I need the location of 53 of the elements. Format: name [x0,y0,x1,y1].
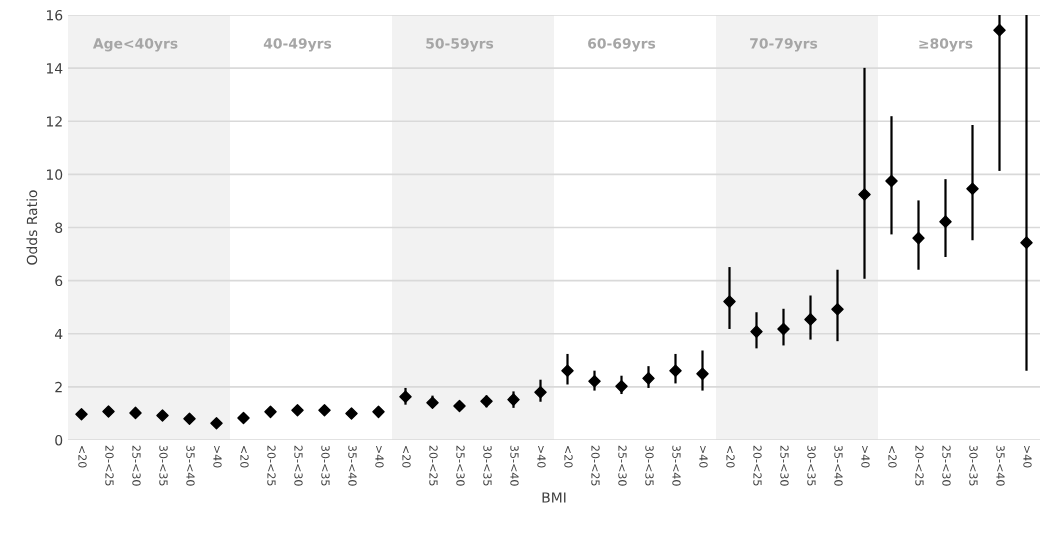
annotation: 70-79yrs [750,38,818,52]
x-tick-label: >40 [699,446,708,468]
x-tick-label: 25-<30 [132,445,141,486]
x-tick-label: <20 [78,446,87,468]
x-tick-label: <20 [402,446,411,468]
x-tick-label: 30-<35 [807,445,816,486]
annotation: ≥80yrs [919,38,973,52]
x-tick-label: 35-<40 [348,445,357,486]
x-tick-label: >40 [213,446,222,468]
x-tick-label: <20 [240,446,249,468]
x-tick-label: 25-<30 [780,445,789,486]
x-tick-label: 20-<25 [753,445,762,486]
y-axis-title: Odds Ratio [26,190,38,265]
x-tick-label: 25-<30 [942,445,951,486]
y-tick-label: 4 [54,328,63,340]
x-tick-label: 25-<30 [294,445,303,486]
y-tick-label: 14 [46,63,63,74]
x-tick-label: 30-<35 [321,445,330,486]
y-tick-label: 16 [46,9,63,21]
x-tick-label: 30-<35 [483,445,492,486]
x-tick-label: >40 [861,446,870,468]
x-tick-label: 20-<25 [915,445,924,486]
y-tick-label: 6 [55,275,63,287]
y-tick-label: 8 [55,222,63,233]
x-tick-label: 25-<30 [618,445,627,486]
x-tick-label: 25-<30 [456,445,465,486]
x-tick-label: 35-<40 [186,445,195,486]
x-tick-label: <20 [564,446,573,468]
annotation: 50-59yrs [426,38,494,52]
x-tick-label: 35-<40 [510,445,519,486]
x-tick-label: 20-<25 [267,445,276,486]
x-tick-label: <20 [726,446,735,468]
x-tick-label: <20 [888,446,897,468]
x-tick-label: >40 [1023,446,1032,468]
y-tick-label: 10 [46,169,63,180]
y-tick-label: 2 [55,381,62,393]
y-tick-label: 0 [55,434,63,446]
x-tick-label: 30-<35 [645,445,654,486]
x-tick-label: 35-<40 [996,445,1005,486]
x-tick-label: >40 [537,446,546,468]
x-tick-label: 30-<35 [159,445,168,486]
x-tick-label: >40 [375,446,384,468]
x-tick-label: 20-<25 [591,445,600,486]
annotation: 40-49yrs [263,38,332,52]
x-tick-label: 30-<35 [969,445,978,486]
x-tick-label: 20-<25 [429,445,438,486]
x-axis-title: BMI [542,492,566,503]
annotation: 60-69yrs [588,38,656,52]
x-tick-label: 20-<25 [105,445,114,486]
annotation: Age<40yrs [92,38,178,52]
x-tick-label: 35-<40 [672,445,681,486]
x-tick-label: 35-<40 [834,445,843,486]
y-tick-label: 12 [46,116,62,127]
